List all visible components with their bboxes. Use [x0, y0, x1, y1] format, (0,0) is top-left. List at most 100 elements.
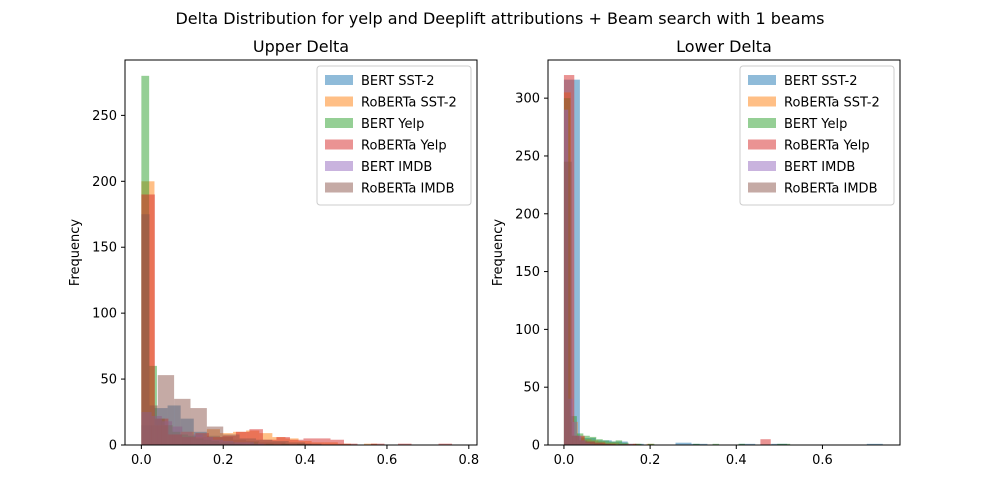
panel-2-bar-bert-yelp-13	[712, 443, 720, 445]
panel-2-bar-bert-sst-2-5	[675, 442, 692, 445]
panel-1-bar-roberta-imdb-2	[157, 375, 175, 445]
panel-2-bar-roberta-imdb-4	[594, 442, 603, 445]
panel-1-x-tick-label: 0.6	[377, 453, 398, 468]
panel-2-legend-label-bert-imdb: BERT IMDB	[784, 160, 855, 175]
panel-1-bar-roberta-imdb-6	[223, 434, 240, 445]
panel-2-y-tick-label: 100	[515, 323, 540, 338]
panel-1-bar-roberta-yelp-14	[330, 439, 344, 445]
panel-2-legend-swatch-roberta-imdb	[748, 182, 776, 193]
panel-1-bar-roberta-imdb-3	[174, 398, 191, 445]
panel-2-bar-roberta-imdb-1	[571, 435, 580, 445]
panel-1-y-tick-label: 200	[92, 175, 117, 190]
panel-1-legend: BERT SST-2 RoBERTa SST-2 BERT Yelp RoBERTa …	[316, 65, 472, 206]
panel-1-bar-roberta-imdb-11	[305, 443, 322, 445]
panel-2-y-tick-label: 0	[532, 439, 540, 454]
panel-2-bar-bert-yelp-10	[635, 443, 642, 445]
panel-2-legend-label-bert-sst-2: BERT SST-2	[784, 74, 858, 89]
panel-1-legend-label-bert-imdb: BERT IMDB	[361, 160, 432, 175]
panel-1-bar-roberta-imdb-5	[206, 426, 224, 445]
panel-1-x-tick-label: 0.2	[213, 453, 234, 468]
panel-2-bar-bert-yelp-16	[783, 443, 791, 445]
panel-2-legend-swatch-bert-sst-2	[748, 75, 776, 85]
panel-2-legend-label-roberta-sst-2: RoBERTa SST-2	[784, 96, 880, 111]
panel-1-bar-roberta-imdb-9	[272, 441, 289, 445]
panel-1-legend-label-roberta-yelp: RoBERTa Yelp	[361, 139, 447, 154]
panel-1-bar-roberta-imdb-0	[141, 214, 150, 445]
panel-1-bar-roberta-yelp-18	[438, 443, 453, 445]
panel-2-y-tick-label: 150	[515, 265, 540, 280]
panel-2-axes-frame	[547, 59, 901, 446]
chart-upper-delta: 0.0 0.2 0.4 0.6 0.8 0 50 100 150 200 250 Upper Delt…	[68, 37, 479, 468]
panel-2-bar-bert-yelp-15	[777, 443, 784, 445]
panel-2-y-tick-label: 200	[515, 207, 540, 222]
panel-2-y-tick-label: 50	[523, 381, 540, 396]
panel-1-bar-roberta-imdb-1	[149, 405, 158, 445]
panel-1-y-tick-label: 100	[92, 307, 117, 322]
panel-1-legend-box	[316, 65, 472, 206]
panel-2-bar-roberta-imdb-6	[618, 443, 626, 445]
panel-1-legend-label-bert-sst-2: BERT SST-2	[361, 74, 435, 89]
panel-1-bar-roberta-sst-2-9	[259, 433, 273, 445]
panel-2-bar-bert-yelp-7	[609, 441, 616, 445]
panel-2-bar-bert-yelp-3	[583, 435, 590, 445]
panel-2-bar-bert-yelp-12	[693, 443, 700, 445]
panel-2-legend-label-bert-yelp: BERT Yelp	[784, 117, 847, 132]
panel-1-bar-roberta-yelp-17	[398, 443, 412, 445]
panel-1-bar-roberta-yelp-12	[303, 438, 317, 445]
panel-2-x-tick-label: 0.0	[554, 453, 575, 468]
panel-1-legend-label-bert-yelp: BERT Yelp	[361, 117, 424, 132]
panel-1-legend-swatch-roberta-imdb	[325, 182, 353, 193]
panel-2-bar-bert-yelp-8	[615, 440, 623, 445]
panel-2-bar-bert-sst-2-9	[866, 443, 883, 445]
panel-1-bar-roberta-sst-2-16	[364, 443, 378, 445]
panel-2-bar-roberta-imdb-5	[602, 443, 611, 445]
panel-2-bar-roberta-imdb-3	[587, 441, 595, 445]
panel-1-legend-label-roberta-imdb: RoBERTa IMDB	[361, 182, 455, 197]
panel-2-bar-bert-yelp-6	[602, 440, 610, 445]
panel-1-bar-roberta-yelp-13	[316, 438, 331, 445]
panel-2-bar-roberta-imdb-0	[563, 161, 572, 446]
panel-1-y-axis-label: Frequency	[68, 219, 83, 286]
panel-2-bar-bert-yelp-4	[589, 436, 597, 445]
panel-2-legend-swatch-bert-yelp	[748, 118, 776, 128]
panel-1-legend-swatch-bert-imdb	[325, 161, 353, 171]
panel-1-y-tick-label: 0	[109, 439, 117, 454]
panel-1-bar-roberta-imdb-8	[255, 439, 273, 445]
panel-2-legend-box	[739, 65, 895, 206]
panel-1-legend-swatch-bert-yelp	[325, 118, 353, 128]
panel-1-y-tick-label: 250	[92, 109, 117, 124]
panel-2-legend: BERT SST-2 RoBERTa SST-2 BERT Yelp RoBERTa …	[739, 65, 895, 206]
panel-2-bar-bert-yelp-5	[596, 439, 603, 445]
panel-1-x-tick-label: 0.0	[131, 453, 152, 468]
panel-1-bars	[141, 75, 453, 446]
panel-1-bar-roberta-imdb-4	[190, 408, 207, 445]
panel-2-bars	[563, 75, 883, 446]
panel-2-legend-swatch-roberta-sst-2	[748, 96, 776, 107]
panel-2-bar-bert-sst-2-7	[739, 443, 756, 445]
panel-2-bar-roberta-yelp-6	[760, 439, 771, 445]
panel-2-legend-label-roberta-imdb: RoBERTa IMDB	[784, 182, 878, 197]
panel-1-legend-swatch-roberta-yelp	[325, 139, 353, 150]
panel-1-bar-roberta-imdb-7	[239, 438, 256, 445]
panel-2-bar-roberta-yelp-5	[625, 443, 637, 445]
panel-1-bar-roberta-yelp-16	[370, 443, 385, 445]
panel-2-x-tick-label: 0.4	[726, 453, 747, 468]
panel-2-legend-swatch-bert-imdb	[748, 161, 776, 171]
panel-1-x-tick-label: 0.8	[458, 453, 479, 468]
panel-2-bar-bert-yelp-11	[647, 443, 655, 445]
panel-2-y-tick-label: 250	[515, 149, 540, 164]
panel-2-bar-roberta-imdb-2	[579, 440, 588, 445]
panel-1-legend-swatch-roberta-sst-2	[325, 96, 353, 107]
panel-1-x-tick-label: 0.4	[295, 453, 316, 468]
panel-2-bar-bert-yelp-14	[738, 443, 745, 445]
figure-suptitle: Delta Distribution for yelp and Deeplift…	[175, 9, 824, 28]
panel-1-y-tick-label: 50	[100, 373, 117, 388]
panel-2-title: Lower Delta	[676, 37, 772, 56]
panel-2-legend-swatch-roberta-yelp	[748, 139, 776, 150]
panel-2-y-axis-label: Frequency	[491, 219, 506, 286]
panel-2-y-tick-label: 300	[515, 92, 540, 107]
panel-2-legend-label-roberta-yelp: RoBERTa Yelp	[784, 139, 870, 154]
panel-2-bar-bert-imdb-2	[572, 421, 577, 445]
panel-2-x-tick-label: 0.2	[640, 453, 661, 468]
